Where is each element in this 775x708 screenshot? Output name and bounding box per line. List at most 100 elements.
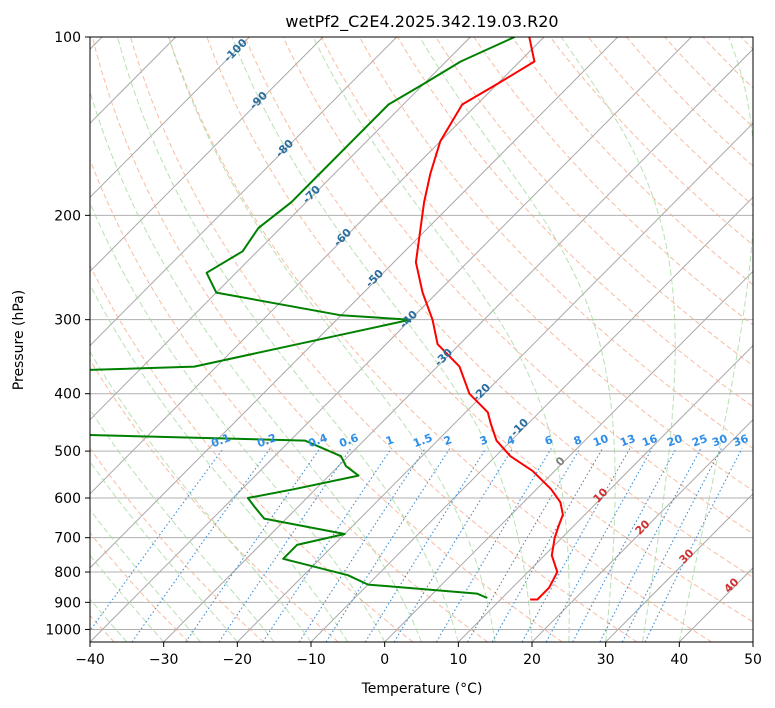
dry-adiabat-line bbox=[435, 37, 753, 367]
dry-adiabat-line bbox=[511, 37, 753, 286]
profile-lines bbox=[90, 37, 564, 601]
x-tick-label: 50 bbox=[744, 652, 762, 668]
mixing-ratio-label: 0.4 bbox=[306, 431, 329, 450]
dry-adiabat-line bbox=[320, 37, 753, 492]
mixing-ratio-line bbox=[262, 448, 392, 642]
mixing-ratio-label: 4 bbox=[505, 433, 517, 448]
isotherm-line bbox=[90, 37, 250, 199]
moist-adiabat-line bbox=[90, 350, 312, 642]
moist-adiabat-line bbox=[419, 37, 616, 642]
isotherm-line bbox=[457, 344, 753, 642]
moist-adiabat-line bbox=[168, 37, 496, 642]
y-tick-label: 900 bbox=[54, 595, 81, 611]
mixing-ratio-line bbox=[621, 448, 722, 642]
x-tick-label: 30 bbox=[597, 652, 615, 668]
x-tick-label: 0 bbox=[380, 652, 389, 668]
moist-adiabats bbox=[90, 37, 753, 642]
y-tick-label: 600 bbox=[54, 491, 81, 507]
dry-adiabat-line bbox=[130, 37, 638, 642]
mixing-ratio-label: 20 bbox=[665, 432, 684, 450]
temperature-profile-line bbox=[414, 37, 564, 601]
mixing-ratio-line bbox=[90, 448, 224, 632]
y-tick-label: 1000 bbox=[45, 622, 81, 638]
dry-adiabat-line bbox=[90, 358, 339, 642]
mixing-ratio-line bbox=[131, 448, 271, 642]
moist-adiabat-line bbox=[90, 90, 422, 642]
x-tick-label: −40 bbox=[75, 652, 105, 668]
isotherm-line bbox=[605, 493, 753, 642]
chart-title: wetPf2_C2E4.2025.342.19.03.R20 bbox=[285, 12, 558, 32]
moist-adiabat-line bbox=[90, 598, 128, 642]
mixing-ratio-label: 8 bbox=[572, 433, 584, 448]
moist-adiabat-line bbox=[90, 460, 238, 642]
y-axis-label: Pressure (hPa) bbox=[11, 290, 27, 390]
mixing-ratio-label: 25 bbox=[690, 432, 709, 449]
y-tick-label: 300 bbox=[54, 313, 81, 329]
dry-adiabats bbox=[90, 37, 753, 642]
mixing-ratio-line bbox=[364, 448, 487, 642]
x-tick-label: −20 bbox=[223, 652, 253, 668]
y-tick-label: 200 bbox=[54, 208, 81, 224]
mixing-ratio-label: 10 bbox=[591, 432, 610, 450]
mixing-ratio-label: 1.5 bbox=[411, 431, 434, 450]
mixing-ratio-label: 16 bbox=[640, 432, 659, 450]
plot-area: 0.1 0.2 0.4 0.6 1 1.5 2 3 4 6 8 10 13 16 20 25 30 36-100-… bbox=[90, 37, 753, 642]
y-axis-ticks: 100 200 300 400 500 600 700 800 900 1000 bbox=[45, 30, 90, 638]
mixing-ratio-line bbox=[218, 448, 352, 642]
mixing-ratio-label: 30 bbox=[710, 432, 729, 450]
mixing-ratio-line bbox=[572, 448, 677, 642]
moist-adiabat-line bbox=[117, 37, 459, 642]
dry-adiabat-line bbox=[90, 532, 190, 642]
mixing-ratio-label: 6 bbox=[543, 433, 555, 448]
y-tick-label: 400 bbox=[54, 387, 81, 403]
mixing-ratio-label: 13 bbox=[618, 432, 637, 449]
mixing-ratio-label: 2 bbox=[442, 433, 454, 448]
moist-adiabat-line bbox=[560, 37, 676, 642]
dry-adiabat-line bbox=[206, 37, 753, 623]
mixing-ratio-label: 0.6 bbox=[337, 431, 360, 450]
y-tick-label: 100 bbox=[54, 30, 81, 46]
y-tick-label: 700 bbox=[54, 531, 81, 547]
y-tick-label: 500 bbox=[54, 444, 81, 460]
mixing-ratio-line bbox=[185, 448, 321, 642]
moist-adiabat-line bbox=[90, 201, 386, 642]
x-tick-label: −30 bbox=[149, 652, 179, 668]
dry-adiabat-line bbox=[244, 37, 753, 578]
plot-frame bbox=[89, 36, 754, 643]
isotherm-line bbox=[90, 37, 324, 273]
mixing-ratio-line bbox=[599, 448, 702, 642]
moist-adiabat-line bbox=[90, 408, 275, 642]
mixing-ratio-label: 0.2 bbox=[255, 431, 278, 450]
moist-adiabat-line bbox=[678, 37, 753, 642]
dry-adiabat-line bbox=[91, 37, 563, 642]
moist-adiabat-line bbox=[90, 283, 349, 642]
x-tick-label: 40 bbox=[670, 652, 688, 668]
x-tick-label: −10 bbox=[296, 652, 326, 668]
mixing-ratio-label: 36 bbox=[731, 432, 750, 450]
dewpoint-profile-line bbox=[90, 37, 516, 599]
x-axis-ticks: −40 −30 −20 −10 0 10 20 30 40 50 bbox=[75, 642, 762, 668]
isotherm-line bbox=[90, 37, 398, 347]
dry-adiabat-line bbox=[168, 37, 712, 642]
mixing-ratio-line bbox=[298, 448, 426, 642]
isotherm-line bbox=[90, 37, 545, 495]
mixing-ratio-line bbox=[325, 448, 451, 642]
dry-adiabat-line bbox=[90, 264, 414, 642]
mixing-ratio-label: 1 bbox=[384, 433, 396, 448]
moist-adiabat-line bbox=[312, 37, 570, 642]
x-tick-label: 20 bbox=[523, 652, 541, 668]
dry-adiabat-line bbox=[397, 37, 753, 408]
isotherm-line bbox=[236, 122, 753, 642]
moist-adiabat-line bbox=[231, 37, 533, 642]
isotherm-line bbox=[531, 418, 753, 642]
mixing-ratio-label: 0.1 bbox=[209, 431, 232, 450]
isotherm-line bbox=[163, 48, 753, 642]
x-tick-label: 10 bbox=[449, 652, 467, 668]
mixing-ratio-label: 3 bbox=[478, 433, 490, 448]
x-axis-label: Temperature (°C) bbox=[361, 681, 483, 697]
mixing-ratio-line bbox=[393, 448, 513, 642]
y-tick-label: 800 bbox=[54, 565, 81, 581]
dry-adiabat-line bbox=[282, 37, 753, 535]
isotherm-line bbox=[384, 270, 753, 642]
